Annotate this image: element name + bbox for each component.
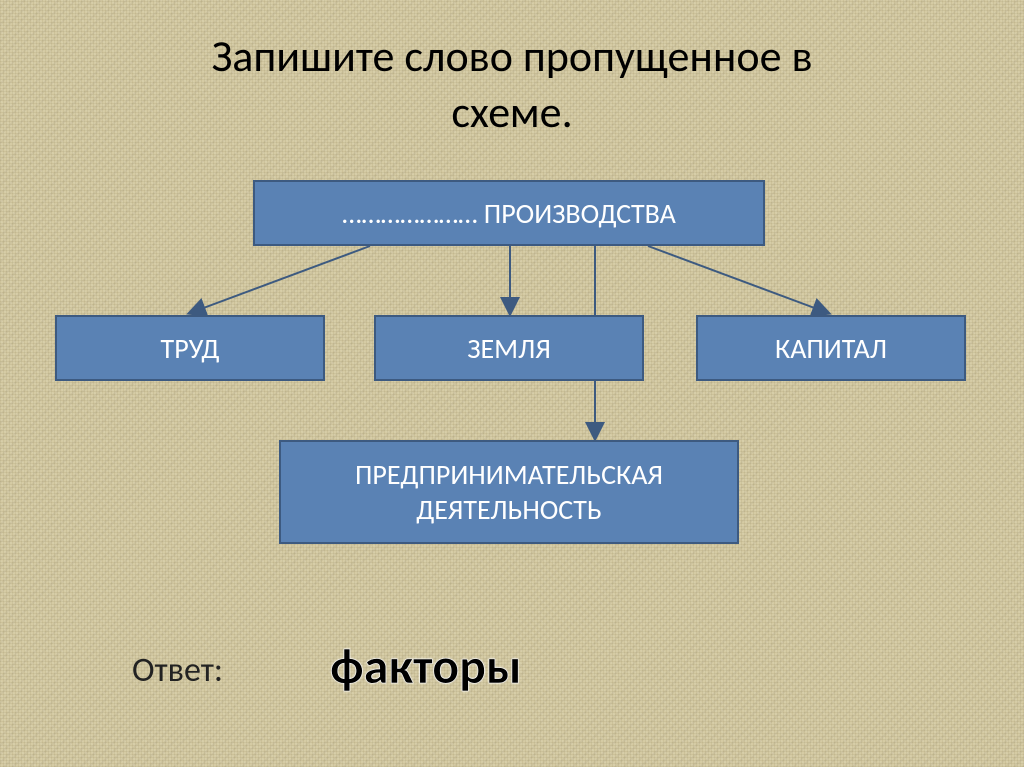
slide-canvas: Запишите слово пропущенное в схеме. …………… xyxy=(0,0,1024,767)
title-line-2: схеме. xyxy=(0,84,1024,140)
box-entrepreneurship: ПРЕДПРИНИМАТЕЛЬСКАЯ ДЕЯТЕЛЬНОСТЬ xyxy=(279,440,739,544)
box-labor: ТРУД xyxy=(55,315,325,381)
box-land: ЗЕМЛЯ xyxy=(374,315,644,381)
box-capital: КАПИТАЛ xyxy=(696,315,966,381)
title-line-1: Запишите слово пропущенное в xyxy=(0,28,1024,84)
box-land-label: ЗЕМЛЯ xyxy=(467,331,551,366)
answer-value: факторы xyxy=(330,636,522,697)
box-production-label: ………………… ПРОИЗВОДСТВА xyxy=(342,196,676,231)
box-labor-label: ТРУД xyxy=(161,331,220,366)
box-production: ………………… ПРОИЗВОДСТВА xyxy=(253,180,765,246)
box-entrepreneurship-line1: ПРЕДПРИНИМАТЕЛЬСКАЯ xyxy=(355,457,663,492)
box-entrepreneurship-line2: ДЕЯТЕЛЬНОСТЬ xyxy=(416,492,602,527)
box-capital-label: КАПИТАЛ xyxy=(775,331,887,366)
answer-label: Ответ: xyxy=(132,650,223,691)
slide-title: Запишите слово пропущенное в схеме. xyxy=(0,28,1024,140)
